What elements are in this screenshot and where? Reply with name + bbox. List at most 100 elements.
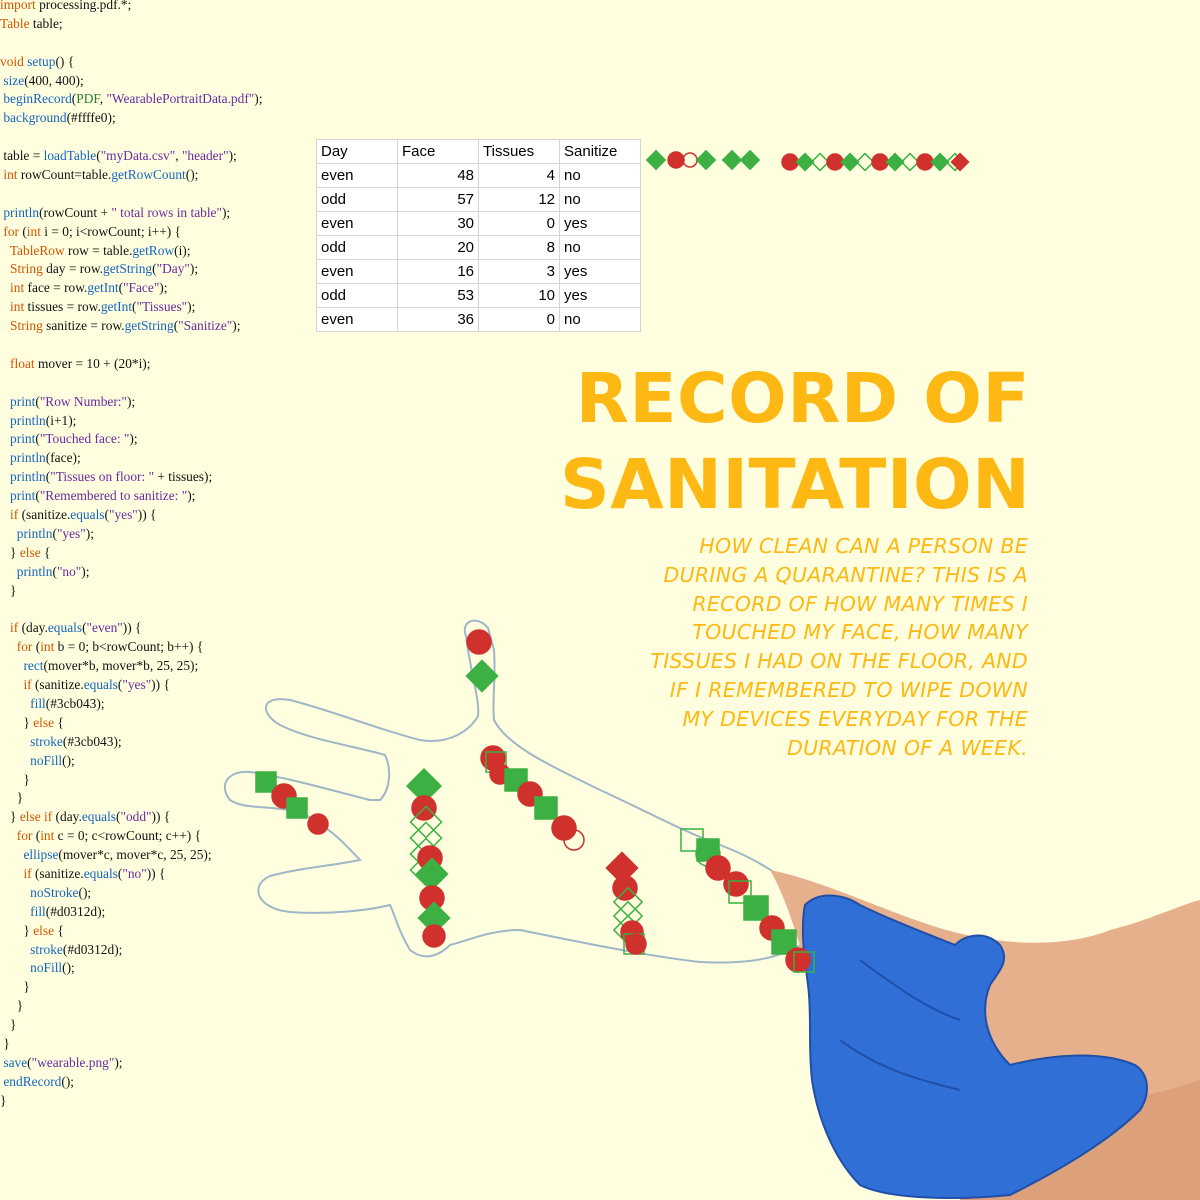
data-mark-square	[645, 149, 667, 171]
code-line	[0, 185, 300, 204]
table-cell: no	[559, 235, 641, 260]
data-mark-square	[728, 880, 752, 904]
table-cell: odd	[316, 235, 398, 260]
data-mark-circle	[723, 871, 749, 897]
data-mark-circle	[466, 629, 492, 655]
code-line: background(#ffffe0);	[3, 110, 116, 126]
table-cell: no	[559, 307, 641, 332]
code-line: int face = row.getInt("Face");	[10, 280, 168, 296]
code-line: print("Remembered to sanitize: ");	[10, 488, 196, 504]
table-cell: 48	[397, 163, 479, 188]
code-line: TableRow row = table.getRow(i);	[9, 242, 191, 258]
data-mark-square	[771, 929, 797, 955]
data-mark-square	[945, 152, 965, 172]
table-cell: even	[316, 259, 398, 284]
code-line	[0, 128, 300, 147]
table-row: odd 57 12 no	[316, 187, 641, 212]
table-cell: 16	[397, 259, 479, 284]
data-mark-square	[900, 152, 920, 172]
code-line: println("no");	[16, 563, 90, 579]
data-mark-square	[534, 796, 558, 820]
table-cell: 0	[478, 307, 560, 332]
code-line: String day = row.getString("Day");	[10, 261, 199, 277]
subtitle-line: TOUCHED MY FACE, HOW MANY	[692, 620, 1028, 645]
data-mark-square	[417, 901, 451, 935]
data-mark-square	[795, 152, 815, 172]
data-mark-square	[739, 149, 761, 171]
code-line: }	[0, 1092, 7, 1108]
title-line-2: SANITATION	[560, 445, 1031, 525]
code-line: }	[0, 979, 30, 995]
data-mark-circle	[826, 153, 844, 171]
subtitle-line: MY DEVICES EVERYDAY FOR THE	[682, 706, 1028, 731]
code-line: size(400, 400);	[3, 72, 84, 88]
code-line: rect(mover*b, mover*b, 25, 25);	[23, 658, 199, 674]
data-mark-circle	[759, 915, 785, 941]
subtitle-line: HOW CLEAN CAN A PERSON BE	[699, 534, 1028, 558]
data-mark-circle	[612, 875, 638, 901]
table-row: even 16 3 yes	[316, 259, 641, 284]
table-cell: no	[559, 163, 641, 188]
code-line: stroke(#d0312d);	[30, 941, 123, 957]
code-line	[0, 601, 300, 620]
data-mark-square	[612, 914, 644, 946]
data-mark-square	[950, 152, 970, 172]
data-mark-square	[485, 751, 507, 773]
table-cell: yes	[559, 211, 641, 236]
code-line: println("yes");	[16, 525, 94, 541]
code-line: print("Touched face: ");	[10, 431, 138, 447]
code-line: String sanitize = row.getString("Sanitiz…	[10, 318, 241, 334]
data-mark-square	[695, 149, 717, 171]
header-face: Face	[397, 139, 479, 164]
data-mark-circle	[781, 153, 799, 171]
code-line: } else {	[0, 922, 64, 938]
table-cell: 57	[397, 187, 479, 212]
subtitle-line: IF I REMEMBERED TO WIPE DOWN	[669, 677, 1028, 702]
code-line: int tissues = row.getInt("Tissues");	[10, 299, 196, 315]
data-mark-square	[409, 805, 443, 839]
code-line: stroke(#3cb043);	[30, 733, 122, 749]
code-line: for (int i = 0; i<rowCount; i++) {	[3, 223, 181, 239]
code-line: if (sanitize.equals("yes")) {	[23, 677, 170, 693]
code-line: noStroke();	[30, 884, 92, 900]
title-line-1: RECORD OF	[575, 359, 1030, 439]
header-day: Day	[316, 139, 398, 164]
code-line: println(rowCount + " total rows in table…	[3, 204, 231, 220]
data-mark-square	[623, 933, 645, 955]
table-row: even 48 4 no	[316, 163, 641, 188]
table-cell: 0	[478, 211, 560, 236]
blue-glove-icon	[801, 894, 1148, 1199]
table-header-row: Day Face Tissues Sanitize	[316, 139, 641, 164]
arm-icon	[770, 870, 1200, 1200]
table-cell: 20	[397, 235, 479, 260]
data-mark-circle	[411, 795, 437, 821]
data-mark-square	[930, 152, 950, 172]
header-tissues: Tissues	[478, 139, 560, 164]
code-line: if (sanitize.equals("no")) {	[23, 865, 166, 881]
code-line: noFill();	[30, 752, 75, 768]
table-row: odd 53 10 yes	[316, 283, 641, 308]
table-cell: 8	[478, 235, 560, 260]
table-cell: odd	[316, 187, 398, 212]
code-line: for (int b = 0; b<rowCount; b++) {	[16, 639, 204, 655]
data-mark-circle	[419, 885, 445, 911]
table-cell: 36	[397, 307, 479, 332]
data-mark-square	[504, 768, 528, 792]
code-line: float mover = 10 + (20*i);	[10, 355, 151, 371]
data-mark-circle	[417, 845, 443, 871]
table-cell: even	[316, 211, 398, 236]
table-cell: 4	[478, 163, 560, 188]
data-mark-square	[409, 853, 443, 887]
code-listing: import processing.pdf.*; Table table; void…	[0, 0, 300, 1111]
code-line: Table table;	[0, 15, 63, 31]
data-mark-circle	[563, 829, 585, 851]
data-mark-square	[743, 895, 769, 921]
code-line: noFill();	[30, 960, 75, 976]
code-line: for (int c = 0; c<rowCount; c++) {	[16, 828, 202, 844]
arm-icon-lower	[940, 1080, 1200, 1200]
table-cell: 3	[478, 259, 560, 284]
data-mark-circle	[307, 813, 329, 835]
code-line: fill(#3cb043);	[30, 695, 105, 711]
code-line: }	[0, 1035, 10, 1051]
data-mark-circle	[871, 153, 889, 171]
